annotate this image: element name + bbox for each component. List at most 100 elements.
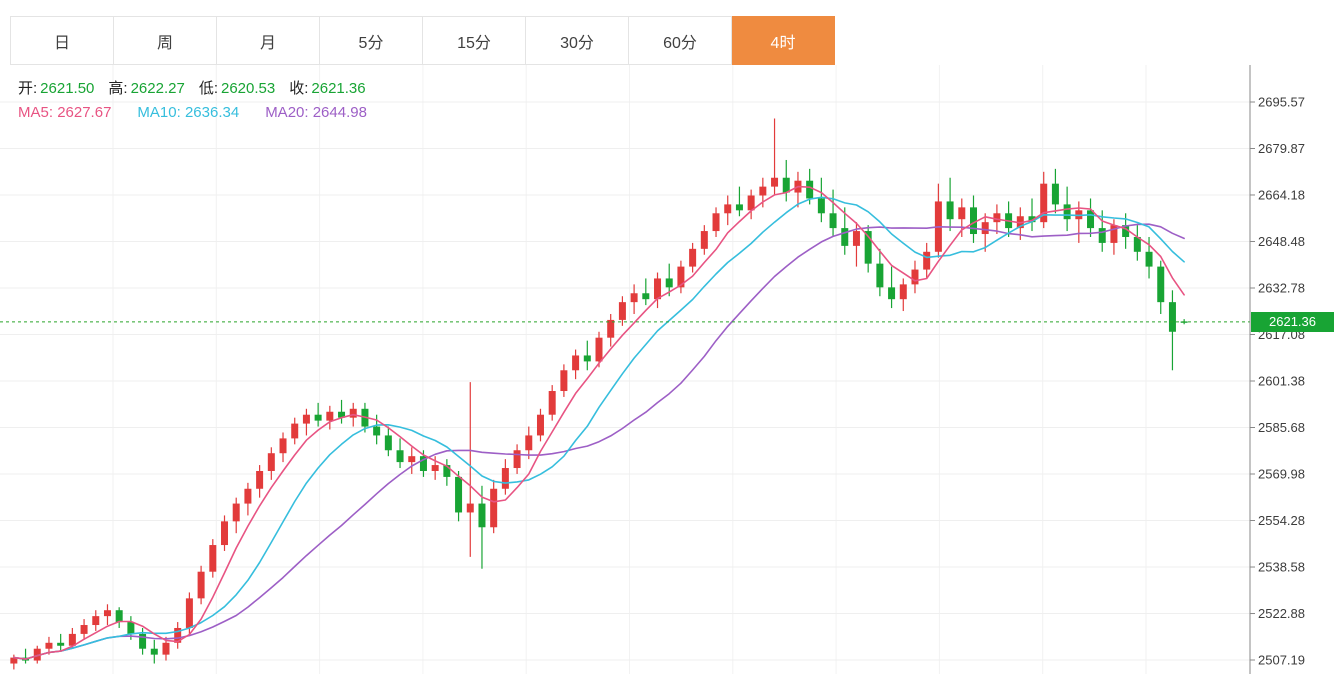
candle-body xyxy=(1028,216,1036,223)
ma-info-bar: MA5: 2627.67 MA10: 2636.34 MA20: 2644.98 xyxy=(18,104,393,121)
candle-body xyxy=(419,456,427,471)
candle-body xyxy=(981,222,989,235)
candle-body xyxy=(969,207,977,235)
candle-body xyxy=(466,503,474,513)
candle-body xyxy=(724,204,732,214)
candle-body xyxy=(572,355,580,371)
candle-body xyxy=(525,435,533,451)
tab-4hour[interactable]: 4时 xyxy=(732,16,835,65)
candle-body xyxy=(1087,210,1095,229)
ma5-value: 2627.67 xyxy=(57,104,112,121)
candle-body xyxy=(712,213,720,232)
candle-body xyxy=(221,521,229,546)
candle-body xyxy=(1110,225,1118,243)
candle-body xyxy=(1133,236,1141,252)
tab-15min[interactable]: 15分 xyxy=(423,16,526,65)
candle-body xyxy=(80,625,88,634)
ma-lines-layer xyxy=(13,185,1185,660)
candle-body xyxy=(150,648,158,655)
y-axis-label: 2601.38 xyxy=(1258,374,1305,389)
candle-body xyxy=(642,293,650,300)
candle-body xyxy=(302,414,310,424)
candle-body xyxy=(852,231,860,246)
candle-body xyxy=(677,266,685,288)
candle-body xyxy=(478,503,486,528)
candle-body xyxy=(443,465,451,477)
candle-body xyxy=(782,177,790,193)
candle-body xyxy=(700,231,708,249)
candle-body xyxy=(864,231,872,264)
candle-body xyxy=(1157,266,1165,303)
ma5-label: MA5: xyxy=(18,104,54,121)
candle-body xyxy=(899,284,907,300)
chart-region: 开: 2621.50 高: 2622.27 低: 2620.53 收: 2621.36 MA5… xyxy=(0,65,1334,674)
candle-body xyxy=(536,414,544,436)
candle-body xyxy=(560,370,568,392)
low-value: 2620.53 xyxy=(220,80,276,97)
candle-body xyxy=(665,278,673,288)
tab-60min[interactable]: 60分 xyxy=(629,16,732,65)
candle-body xyxy=(958,207,966,220)
candle-body xyxy=(654,278,662,300)
y-axis-label: 2632.78 xyxy=(1258,280,1305,295)
tab-week[interactable]: 周 xyxy=(114,16,217,65)
tab-day[interactable]: 日 xyxy=(10,16,114,65)
candle-body xyxy=(57,642,65,646)
candle-body xyxy=(1051,183,1059,205)
ma10-label: MA10: xyxy=(137,104,181,121)
high-value: 2622.27 xyxy=(130,80,185,97)
candle-body xyxy=(209,545,217,572)
candle-body xyxy=(92,616,100,626)
candle-body xyxy=(911,269,919,285)
candle-body xyxy=(1168,302,1176,332)
candle-body xyxy=(33,648,41,661)
candle-body xyxy=(103,610,111,617)
candle-body xyxy=(408,456,416,463)
candle-body xyxy=(1063,204,1071,220)
candle-body xyxy=(338,411,346,418)
candle-body xyxy=(127,622,135,634)
y-axis-label: 2679.87 xyxy=(1258,141,1305,156)
candle-body xyxy=(68,633,76,646)
candle-body xyxy=(993,213,1001,223)
candle-body xyxy=(735,204,743,211)
close-label: 收: xyxy=(289,80,309,97)
y-axis-label: 2522.88 xyxy=(1258,606,1305,621)
candlestick-chart[interactable]: 2695.572679.872664.182648.482632.782617.… xyxy=(0,65,1334,674)
candle-body xyxy=(946,201,954,220)
close-value: 2621.36 xyxy=(311,80,366,97)
y-axis-label: 2664.18 xyxy=(1258,187,1305,202)
candle-body xyxy=(1122,225,1130,237)
candle-body xyxy=(607,319,615,338)
candle-body xyxy=(1145,251,1153,267)
y-axis-label: 2569.98 xyxy=(1258,467,1305,482)
candle-body xyxy=(583,355,591,362)
candle-body xyxy=(876,263,884,288)
candle-body xyxy=(806,180,814,199)
open-label: 开: xyxy=(18,80,38,97)
candle-body xyxy=(314,414,322,421)
y-axis-label: 2585.68 xyxy=(1258,420,1305,435)
candle-body xyxy=(689,248,697,267)
candle-body xyxy=(291,423,299,439)
candle-body xyxy=(384,435,392,451)
y-axis-label: 2695.57 xyxy=(1258,95,1305,110)
ma20-value: 2644.98 xyxy=(312,104,367,121)
candle-body xyxy=(197,571,205,599)
tab-5min[interactable]: 5分 xyxy=(320,16,423,65)
interval-tabbar: 日 周 月 5分 15分 30分 60分 4时 xyxy=(10,16,835,65)
ma20-label: MA20: xyxy=(265,104,309,121)
current-price-badge: 2621.36 xyxy=(1251,311,1334,332)
candle-body xyxy=(759,186,767,196)
candle-body xyxy=(326,411,334,421)
y-axis: 2695.572679.872664.182648.482632.782617.… xyxy=(1249,65,1305,674)
candlestick-layer xyxy=(10,118,1188,670)
tab-30min[interactable]: 30分 xyxy=(526,16,629,65)
candle-body xyxy=(595,337,603,362)
candle-body xyxy=(841,228,849,246)
candle-body xyxy=(256,470,264,489)
candle-body xyxy=(829,213,837,229)
y-axis-label: 2648.48 xyxy=(1258,234,1305,249)
candle-body xyxy=(139,633,147,649)
tab-month[interactable]: 月 xyxy=(217,16,320,65)
